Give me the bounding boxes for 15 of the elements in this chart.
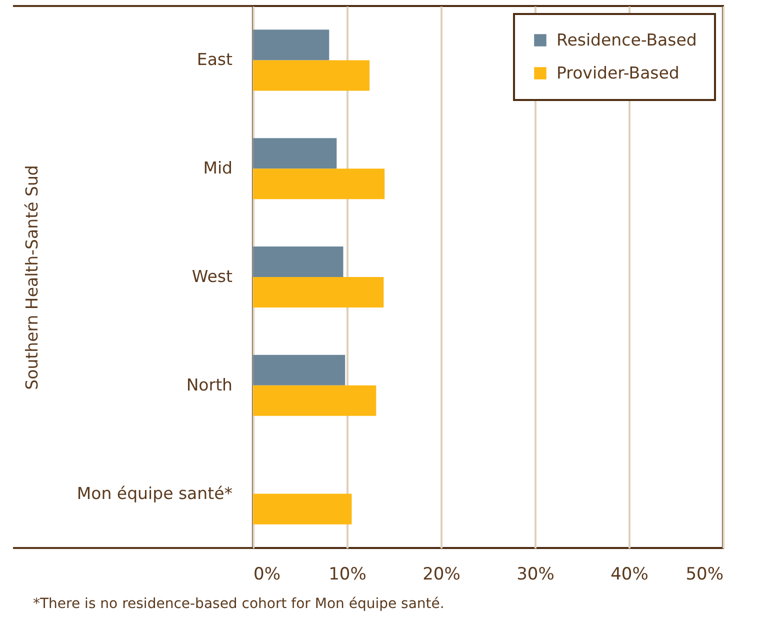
y-tick-label: Mon équipe santé* [76,484,232,503]
x-tick-label: 50% [686,564,724,584]
text: *There is no residence-based cohort for Mon équipe santé. [33,596,444,612]
y-tick-label: West [192,267,234,286]
x-tick-label: 20% [422,564,460,584]
x-tick-label: 30% [516,564,554,584]
legend-label: Residence-Based [556,30,697,50]
y-tick-label: East [196,50,234,70]
y-tick-label: Mid [203,158,232,178]
legend-label: Provider-Based [556,63,680,82]
x-tick-label: 0% [254,564,280,584]
x-tick-label: 10% [328,564,366,584]
x-tick-label: 40% [610,564,648,584]
y-axis-title: Southern Health-Santé Sud [22,165,42,390]
y-tick-label: North [186,375,232,394]
